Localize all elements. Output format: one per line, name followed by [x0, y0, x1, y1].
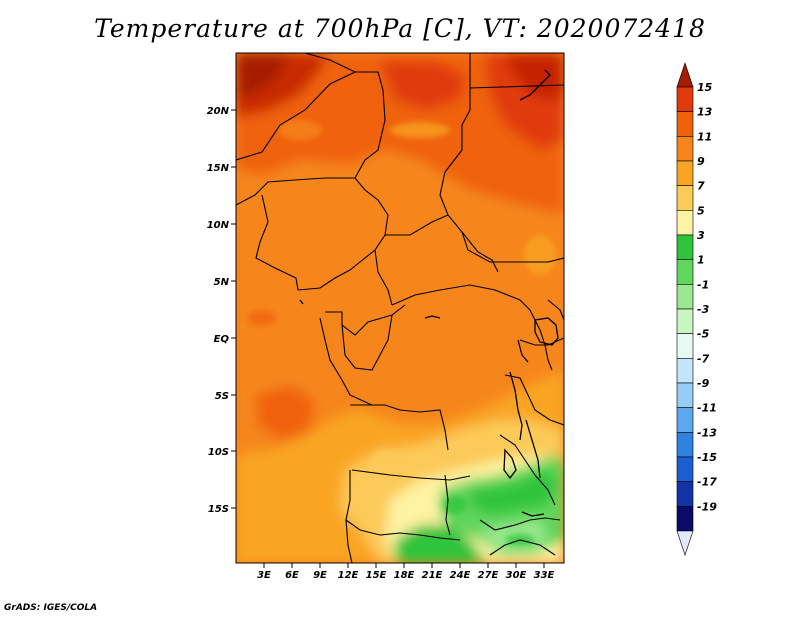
- lat-label: 5N: [214, 277, 230, 288]
- lon-label: 27E: [478, 570, 499, 581]
- colorbar-label: -5: [697, 328, 710, 341]
- lat-label: 10S: [208, 447, 229, 458]
- lat-label: 20N: [207, 106, 230, 117]
- lat-label: EQ: [214, 334, 230, 345]
- colorbar-segment: [676, 185, 694, 211]
- colorbar-segment: [676, 136, 694, 162]
- colorbar-label: 15: [697, 81, 713, 94]
- colorbar-segment: [676, 506, 694, 532]
- temperature-field: [236, 53, 564, 563]
- colorbar-label: -9: [697, 377, 710, 390]
- colorbar-segment: [676, 382, 694, 408]
- colorbar-label: -17: [697, 476, 717, 489]
- colorbar-label: 1: [697, 254, 705, 267]
- colorbar-label: -7: [697, 352, 710, 365]
- colorbar-segment: [676, 308, 694, 334]
- colorbar-segment: [676, 358, 694, 384]
- colorbar-segment: [676, 111, 694, 137]
- colorbar-labels: 15 13 11 9 7 5 3 1 -1 -3 -5 -7 -9 -11 -13 -15 -17 -19: [697, 81, 717, 513]
- colorbar-segment: [676, 210, 694, 236]
- grads-credit: GrADS: IGES/COLA: [4, 603, 98, 613]
- colorbar-segment: [676, 432, 694, 458]
- map-title: Temperature at 700hPa [C], VT: 202007241…: [94, 14, 706, 43]
- lon-label: 21E: [422, 570, 443, 581]
- lon-label: 15E: [366, 570, 387, 581]
- colorbar-bottom-arrow: [676, 530, 694, 556]
- colorbar-label: -3: [697, 303, 710, 316]
- colorbar-label: 13: [697, 106, 713, 119]
- lat-label: 10N: [207, 220, 230, 231]
- colorbar-segment: [676, 481, 694, 507]
- colorbar-segment: [676, 456, 694, 482]
- colorbar-segment: [676, 234, 694, 260]
- colorbar-label: -15: [697, 451, 717, 464]
- lat-label: 15S: [208, 504, 229, 515]
- colorbar-label: 11: [697, 130, 712, 143]
- lon-label: 30E: [506, 570, 527, 581]
- lon-label: 18E: [394, 570, 415, 581]
- lat-label: 15N: [207, 163, 230, 174]
- colorbar-label: 5: [697, 204, 705, 217]
- colorbar-label: -1: [697, 278, 709, 291]
- colorbar-segment: [676, 284, 694, 310]
- colorbar-label: 3: [697, 229, 705, 242]
- colorbar-segment: [676, 160, 694, 186]
- colorbar-segment: [676, 86, 694, 112]
- lon-label: 3E: [257, 570, 271, 581]
- country-borders: [236, 53, 564, 563]
- map-frame: [235, 52, 565, 564]
- colorbar-label: -13: [697, 426, 717, 439]
- colorbar-label: 7: [697, 180, 705, 193]
- colorbar-label: -11: [697, 402, 717, 415]
- longitude-axis: 3E 6E 9E 12E 15E 18E 21E 24E 27E 30E 33E: [257, 563, 555, 581]
- lon-label: 12E: [338, 570, 359, 581]
- lon-label: 9E: [313, 570, 327, 581]
- lakes-coast: [299, 69, 559, 517]
- lat-label: 5S: [215, 391, 229, 402]
- colorbar-segment: [676, 259, 694, 285]
- colorbar-top-arrow: [676, 62, 694, 88]
- lon-label: 33E: [534, 570, 555, 581]
- colorbar-label: 9: [697, 155, 705, 168]
- latitude-axis: 20N 15N 10N 5N EQ 5S 10S 15S: [207, 106, 236, 515]
- lon-label: 6E: [285, 570, 299, 581]
- colorbar: [676, 62, 694, 556]
- colorbar-label: -19: [697, 500, 717, 513]
- colorbar-segment: [676, 333, 694, 359]
- lon-label: 24E: [450, 570, 471, 581]
- colorbar-segment: [676, 407, 694, 433]
